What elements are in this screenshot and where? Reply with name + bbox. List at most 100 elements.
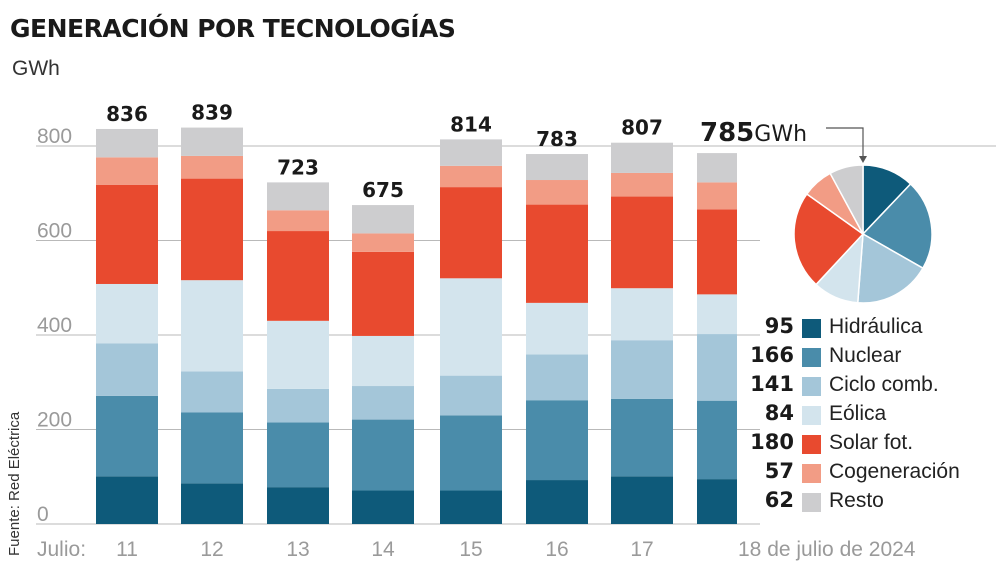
bar-segment-solar-fot xyxy=(267,231,329,321)
bar-total-label: 783 xyxy=(536,127,578,151)
legend-value: 57 xyxy=(764,459,794,483)
bar-total-label: 814 xyxy=(450,112,492,136)
bar-total-label: 836 xyxy=(106,102,148,126)
bar-segment-eolica xyxy=(611,288,673,341)
bar-segment-nuclear xyxy=(267,422,329,488)
bar-total-label: 807 xyxy=(621,116,663,140)
legend-swatch xyxy=(802,319,821,338)
bar-segment-hidraulica xyxy=(526,480,588,524)
bar-segment-ciclo-comb xyxy=(267,388,329,423)
bar-segment-nuclear xyxy=(697,400,737,480)
y-tick-label: 400 xyxy=(37,314,72,337)
bar-segment-solar-fot xyxy=(526,204,588,303)
x-axis-prefix: Julio: xyxy=(37,538,86,561)
bar-total-label: 675 xyxy=(362,178,404,202)
y-tick-label: 200 xyxy=(37,409,72,432)
legend-value: 95 xyxy=(764,314,794,338)
bar-segment-hidraulica xyxy=(697,479,737,524)
x-tick-label: 13 xyxy=(286,538,309,561)
bar-segment-hidraulica xyxy=(96,476,158,524)
legend-swatch xyxy=(802,406,821,425)
bar-segment-nuclear xyxy=(181,412,243,484)
bar-segment-ciclo-comb xyxy=(440,375,502,416)
pie-connector-arrow xyxy=(859,156,867,163)
bar-segment-resto xyxy=(181,127,243,156)
pie-slice-ciclo-comb xyxy=(856,232,924,304)
bar-segment-eolica xyxy=(352,335,414,387)
bar-segment-ciclo-comb xyxy=(181,371,243,413)
legend-label: Eólica xyxy=(829,402,887,425)
total-value: 785 xyxy=(700,118,754,148)
x-tick-label: 17 xyxy=(630,538,653,561)
legend-label: Solar fot. xyxy=(829,431,914,454)
legend-value: 141 xyxy=(750,372,794,396)
bar-segment-hidraulica xyxy=(611,476,673,524)
legend-value: 62 xyxy=(764,488,794,512)
bar-segment-cogeneracion xyxy=(352,233,414,252)
bar-segment-resto xyxy=(267,182,329,211)
bar-segment-cogeneracion xyxy=(96,157,158,185)
bar-segment-ciclo-comb xyxy=(697,334,737,401)
total-unit: GWh xyxy=(754,122,807,147)
x-tick-label: 16 xyxy=(545,538,568,561)
legend-swatch xyxy=(802,377,821,396)
bar-segment-cogeneracion xyxy=(181,155,243,179)
bar-segment-nuclear xyxy=(440,415,502,491)
x-tick-label: 12 xyxy=(200,538,223,561)
bar-segment-eolica xyxy=(96,283,158,344)
bar-segment-ciclo-comb xyxy=(526,354,588,401)
bar-segment-resto xyxy=(697,153,737,183)
pie-slice-nuclear xyxy=(861,182,933,270)
bar-segment-cogeneracion xyxy=(440,165,502,188)
legend-value: 166 xyxy=(750,343,794,367)
bar-segment-solar-fot xyxy=(96,184,158,284)
y-axis-unit: GWh xyxy=(12,57,60,80)
legend-label: Nuclear xyxy=(829,344,902,367)
y-tick-label: 0 xyxy=(37,503,49,526)
legend-swatch xyxy=(802,464,821,483)
bar-segment-nuclear xyxy=(611,398,673,477)
bar-segment-resto xyxy=(611,142,673,173)
bar-segment-nuclear xyxy=(526,400,588,481)
bar-segment-eolica xyxy=(697,294,737,335)
bar-segment-cogeneracion xyxy=(267,210,329,232)
bar-segment-ciclo-comb xyxy=(352,386,414,420)
bar-total-label: 785GWh xyxy=(700,118,807,148)
bar-segment-resto xyxy=(96,128,158,158)
bar-segment-solar-fot xyxy=(697,209,737,295)
bar-segment-nuclear xyxy=(352,419,414,491)
bar-segment-eolica xyxy=(526,302,588,355)
bar-segment-cogeneracion xyxy=(526,180,588,205)
bar-segment-eolica xyxy=(440,278,502,376)
bar-segment-solar-fot xyxy=(611,196,673,289)
bar-segment-ciclo-comb xyxy=(96,343,158,396)
bar-segment-nuclear xyxy=(96,395,158,477)
pie-slice-resto xyxy=(829,164,864,235)
bar-segment-eolica xyxy=(181,280,243,372)
legend-label: Ciclo comb. xyxy=(829,373,939,396)
legend-value: 180 xyxy=(750,430,794,454)
bar-total-label: 839 xyxy=(191,101,233,125)
bar-segment-resto xyxy=(526,154,588,181)
legend-label: Resto xyxy=(829,489,884,512)
bar-segment-solar-fot xyxy=(181,178,243,281)
legend-label: Cogeneración xyxy=(829,460,960,483)
legend-swatch xyxy=(802,435,821,454)
legend-swatch xyxy=(802,493,821,512)
pie-connector-line xyxy=(826,127,864,160)
bar-segment-solar-fot xyxy=(352,251,414,336)
bar-total-label: 723 xyxy=(277,155,319,179)
chart-title: GENERACIÓN POR TECNOLOGÍAS xyxy=(10,14,456,43)
bar-segment-hidraulica xyxy=(267,487,329,524)
legend-value: 84 xyxy=(764,401,794,425)
x-tick-label: 18 de julio de 2024 xyxy=(738,538,916,561)
bar-segment-ciclo-comb xyxy=(611,340,673,399)
x-tick-label: 14 xyxy=(371,538,395,561)
bar-segment-resto xyxy=(440,139,502,166)
bar-segment-eolica xyxy=(267,320,329,389)
bar-segment-hidraulica xyxy=(352,490,414,524)
x-tick-label: 11 xyxy=(116,538,138,561)
bar-segment-solar-fot xyxy=(440,187,502,279)
legend-swatch xyxy=(802,348,821,367)
